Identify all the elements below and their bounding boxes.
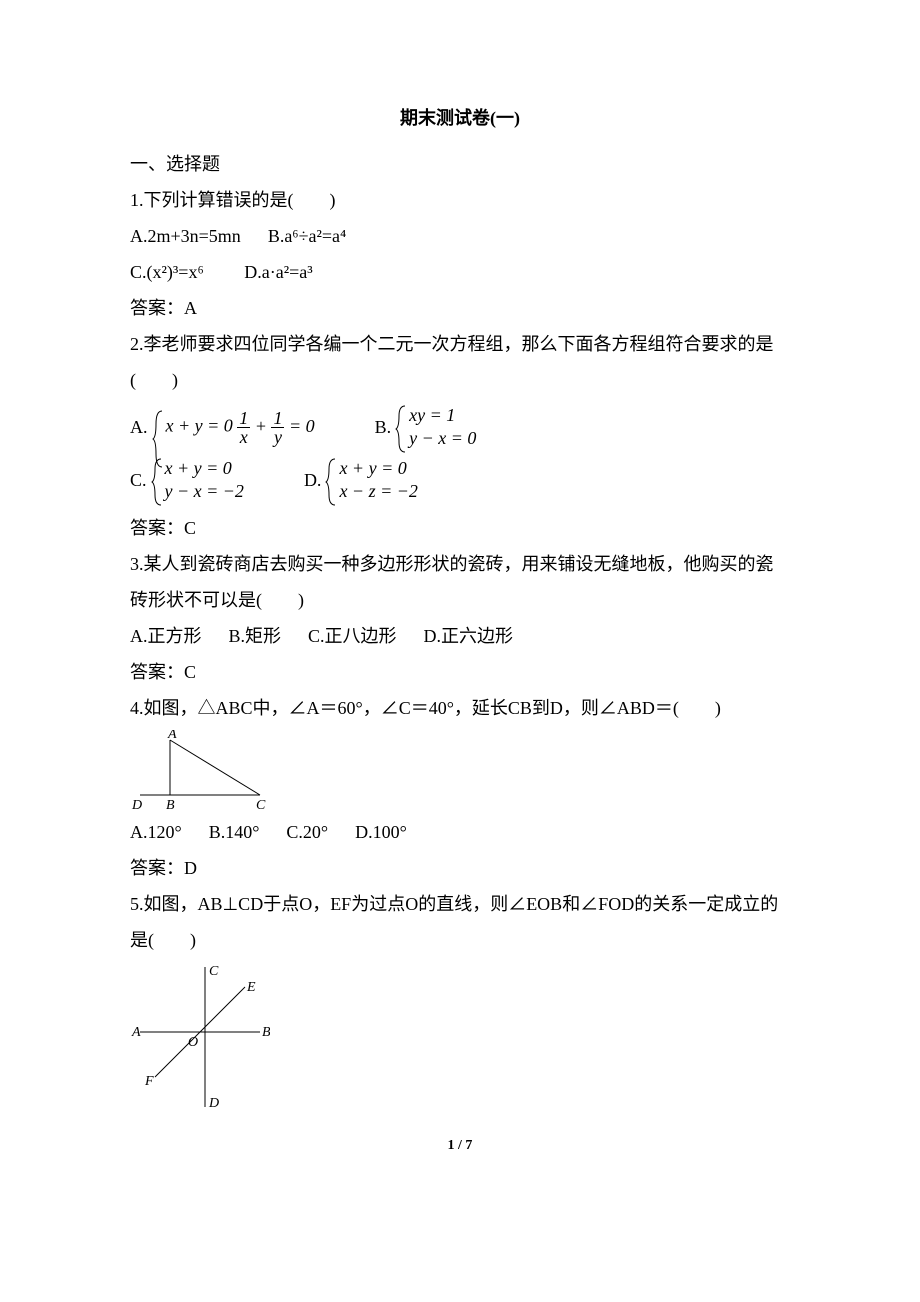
svg-text:F: F — [144, 1074, 154, 1089]
q2-sysA: x + y = 0 1x + 1y = 0 — [152, 409, 315, 446]
q2-sysA-l1: x + y = 0 — [166, 416, 233, 436]
q2-sysB-l1: xy = 1 — [409, 405, 455, 425]
frac-num: 1 — [271, 409, 284, 428]
q2-sysD-l2: x − z = −2 — [339, 481, 417, 501]
frac-num: 1 — [237, 409, 250, 428]
q3-optB: B.矩形 — [229, 626, 282, 646]
q2-labelB: B. — [375, 409, 392, 445]
q2-optD: D. x + y = 0 x − z = −2 — [304, 457, 418, 504]
q3-options: A.正方形 B.矩形 C.正八边形 D.正六边形 — [130, 618, 790, 654]
q2-sysB: xy = 1 y − x = 0 — [395, 404, 476, 451]
q2-optA: A. x + y = 0 1x + 1y = 0 — [130, 409, 315, 446]
q2-sysD: x + y = 0 x − z = −2 — [325, 457, 417, 504]
q4-optD: D.100° — [355, 822, 407, 842]
page-title: 期末测试卷(一) — [130, 100, 790, 136]
svg-text:B: B — [166, 798, 175, 810]
q2-row2: C. x + y = 0 y − x = −2 D. x + y = 0 x −… — [130, 457, 790, 504]
section-heading: 一、选择题 — [130, 146, 790, 182]
frac-den: y — [271, 428, 284, 446]
q4-optA: A.120° — [130, 822, 182, 842]
q4-options: A.120° B.140° C.20° D.100° — [130, 814, 790, 850]
frac-den: x — [237, 428, 250, 446]
q1-optD: D.a·a²=a³ — [244, 262, 312, 282]
brace-icon — [325, 457, 337, 507]
eq0: = 0 — [289, 416, 315, 436]
q1-row1: A.2m+3n=5mn B.a⁶÷a²=a⁴ — [130, 218, 790, 254]
q2-sysC: x + y = 0 y − x = −2 — [151, 457, 244, 504]
svg-text:C: C — [256, 798, 266, 810]
q2-labelD: D. — [304, 462, 322, 498]
q2-labelA: A. — [130, 409, 148, 445]
svg-text:A: A — [131, 1025, 141, 1040]
q2-labelC: C. — [130, 462, 147, 498]
q2-row1: A. x + y = 0 1x + 1y = 0 B. xy = 1 y − x… — [130, 404, 790, 451]
q2-sysA-l2: 1x + 1y = 0 — [237, 416, 314, 436]
q1-row2: C.(x²)³=x⁶ D.a·a²=a³ — [130, 254, 790, 290]
q1-optA: A.2m+3n=5mn — [130, 226, 241, 246]
svg-text:B: B — [262, 1025, 270, 1040]
page-number: 1 / 7 — [130, 1132, 790, 1160]
q3-optA: A.正方形 — [130, 626, 202, 646]
svg-text:D: D — [131, 798, 142, 810]
q3-optD: D.正六边形 — [424, 626, 514, 646]
plus: + — [255, 416, 267, 436]
q2-sysC-l1: x + y = 0 — [165, 458, 232, 478]
q1-optB: B.a⁶÷a²=a⁴ — [268, 226, 346, 246]
lines-intersect-icon: A B C D E F O — [130, 962, 270, 1112]
q4-answer: 答案：D — [130, 850, 790, 886]
q2-sysD-l1: x + y = 0 — [339, 458, 406, 478]
q2-optC: C. x + y = 0 y − x = −2 — [130, 457, 244, 504]
q1-stem: 1.下列计算错误的是( ) — [130, 182, 790, 218]
q4-optC: C.20° — [286, 822, 328, 842]
q2-optB: B. xy = 1 y − x = 0 — [375, 404, 477, 451]
q2-stem: 2.李老师要求四位同学各编一个二元一次方程组，那么下面各方程组符合要求的是( ) — [130, 326, 790, 398]
q2-sysC-l2: y − x = −2 — [165, 481, 244, 501]
svg-text:E: E — [246, 980, 256, 995]
q3-optC: C.正八边形 — [308, 626, 397, 646]
svg-text:A: A — [167, 730, 177, 742]
q5-figure: A B C D E F O — [130, 962, 790, 1112]
q4-optB: B.140° — [209, 822, 260, 842]
brace-icon — [151, 457, 163, 507]
svg-text:D: D — [208, 1096, 219, 1111]
q3-answer: 答案：C — [130, 654, 790, 690]
q1-optC: C.(x²)³=x⁶ — [130, 262, 204, 282]
svg-text:O: O — [188, 1035, 198, 1050]
brace-icon — [395, 404, 407, 454]
q4-stem: 4.如图，△ABC中，∠A＝60°，∠C＝40°，延长CB到D，则∠ABD＝( … — [130, 690, 790, 726]
triangle-icon: A B C D — [130, 730, 270, 810]
q5-stem: 5.如图，AB⊥CD于点O，EF为过点O的直线，则∠EOB和∠FOD的关系一定成… — [130, 886, 790, 958]
svg-text:C: C — [209, 964, 219, 979]
q3-stem: 3.某人到瓷砖商店去购买一种多边形形状的瓷砖，用来铺设无缝地板，他购买的瓷砖形状… — [130, 546, 790, 618]
q2-sysB-l2: y − x = 0 — [409, 428, 476, 448]
q2-answer: 答案：C — [130, 510, 790, 546]
q4-figure: A B C D — [130, 730, 790, 810]
q1-answer: 答案：A — [130, 290, 790, 326]
